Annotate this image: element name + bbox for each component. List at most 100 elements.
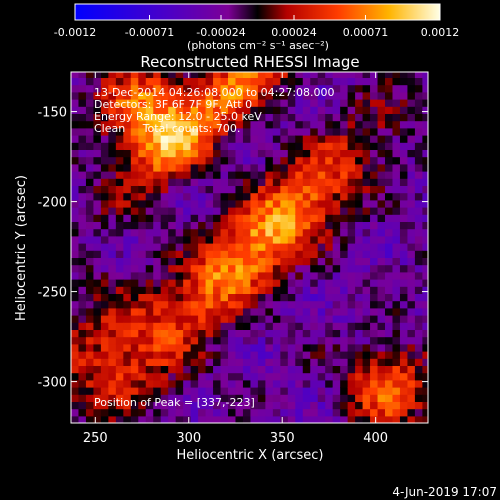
heatmap-cell [295,185,304,194]
heatmap-cell [100,329,109,338]
heatmap-cell [295,300,304,309]
heatmap-cell [183,99,192,107]
heatmap-cell [302,235,311,244]
heatmap-cell [362,264,371,273]
heatmap-cell [280,394,289,402]
heatmap-cell [85,387,95,395]
heatmap-cell [325,271,334,280]
heatmap-cell [385,408,394,417]
heatmap-cell [302,372,311,381]
heatmap-cell [153,171,162,179]
heatmap-cell [422,142,428,150]
heatmap-cell [287,163,296,172]
heatmap-cell [123,322,132,330]
heatmap-cell [265,120,274,129]
heatmap-cell [138,394,147,402]
heatmap-cell [325,149,334,158]
heatmap-cell [160,235,169,244]
heatmap-cell [190,185,199,194]
heatmap-cell [399,365,409,374]
heatmap-cell [138,185,147,194]
heatmap-cell [295,351,304,359]
heatmap-cell [108,243,117,251]
heatmap-cell [399,343,409,352]
heatmap-cell [280,113,289,122]
heatmap-cell [93,257,102,266]
heatmap-cell [250,91,259,100]
heatmap-cell [272,286,281,294]
axis-ticks: 250 300 350 400-150-200-250-300 [37,72,428,446]
heatmap-cell [302,358,311,366]
heatmap-cell [168,185,177,194]
heatmap-cell [168,77,177,86]
heatmap-cell [414,257,423,266]
heatmap-cell [198,72,207,78]
heatmap-cell [325,264,334,273]
heatmap-cell [175,415,184,423]
heatmap-cell [175,365,184,374]
heatmap-cell [108,387,117,395]
heatmap-cell [198,343,207,352]
heatmap-cell [108,307,117,316]
heatmap-cell [138,106,147,114]
heatmap-cell [414,250,423,258]
heatmap-cell [385,72,394,78]
heatmap-cell [280,279,289,287]
heatmap-cell [422,243,428,251]
heatmap-cell [108,365,117,374]
heatmap-cell [175,401,184,410]
heatmap-cell [123,192,132,201]
heatmap-cell [71,84,80,93]
heatmap-cell [93,171,102,179]
heatmap-cell [228,322,237,330]
heatmap-cell [325,372,334,381]
heatmap-cell [235,91,244,100]
heatmap-cell [71,300,80,309]
heatmap-cell [422,228,428,237]
heatmap-cell [175,394,184,402]
heatmap-cell [183,257,192,266]
heatmap-cell [108,113,117,122]
y-tick-label: -300 [37,376,67,391]
heatmap-cell [115,199,124,208]
heatmap-cell [168,387,177,395]
heatmap-cell [100,214,109,222]
heatmap-cell [100,192,109,201]
heatmap-cell [407,271,416,280]
heatmap-cell [160,207,169,215]
heatmap-cell [250,243,259,251]
heatmap-cell [123,77,132,86]
heatmap-cell [198,99,207,107]
heatmap-cell [362,271,371,280]
heatmap-cell [78,214,87,222]
heatmap-cell [422,127,428,136]
heatmap-cell [385,264,394,273]
heatmap-cell [123,293,132,302]
heatmap-cell [407,156,416,165]
heatmap-cell [347,192,356,201]
heatmap-cell [183,271,192,280]
heatmap-cell [332,199,341,208]
heatmap-cell [108,72,117,78]
heatmap-cell [242,351,252,359]
heatmap-cell [190,408,199,417]
heatmap-cell [235,257,244,266]
heatmap-cell [205,72,214,78]
heatmap-cell [78,199,87,208]
heatmap-cell [145,394,154,402]
heatmap-cell [242,99,252,107]
heatmap-cell [168,72,177,78]
heatmap-cell [220,99,229,107]
heatmap-cell [78,178,87,186]
heatmap-cell [228,379,237,388]
heatmap-cell [347,199,356,208]
heatmap-cell [160,99,169,107]
heatmap-cell [71,135,80,143]
heatmap-cell [108,336,117,345]
heatmap-cell [414,264,423,273]
heatmap-cell [100,127,109,136]
heatmap-cell [242,207,252,215]
heatmap-cell [325,171,334,179]
heatmap-cell [295,372,304,381]
heatmap-cell [78,192,87,201]
